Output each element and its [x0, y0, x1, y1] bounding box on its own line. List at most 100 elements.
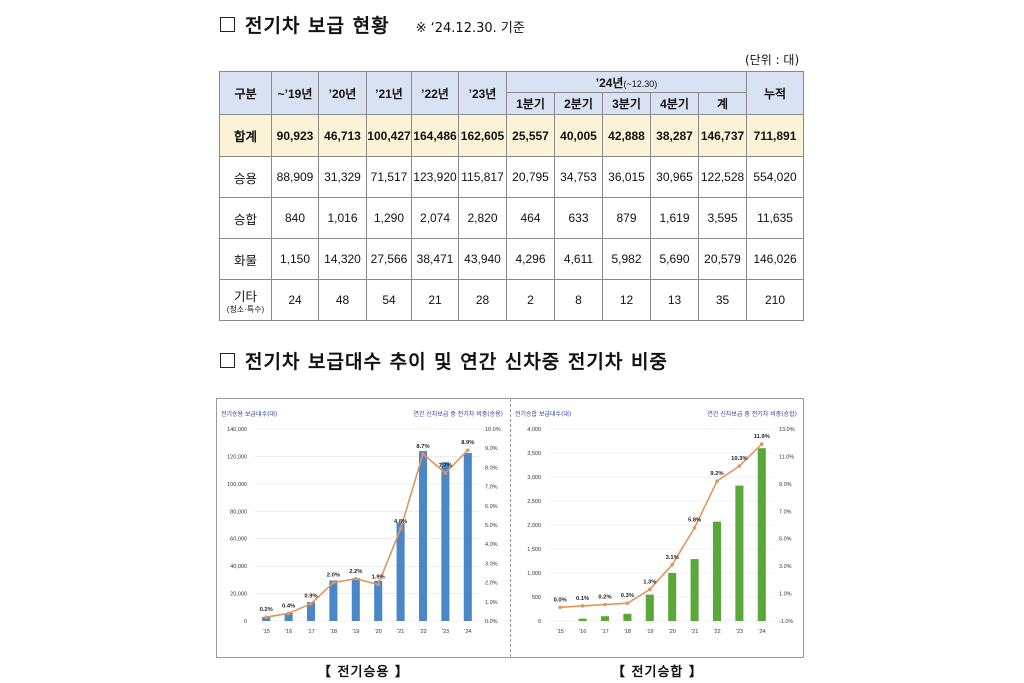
bar [463, 453, 472, 621]
value-cell: 5,982 [602, 238, 651, 280]
header-year: ~’19년 [271, 71, 319, 115]
ratio-point [309, 601, 313, 606]
bar [690, 559, 699, 621]
x-tick-label: ’24 [758, 629, 765, 635]
row-label: 화물 [233, 253, 257, 268]
caption-passenger: 【 전기승용 】 [318, 665, 409, 680]
ratio-label: 5.8% [688, 518, 701, 524]
value-cell: 48 [318, 279, 367, 321]
ratio-point [692, 525, 697, 530]
value-cell: 14,320 [318, 238, 367, 280]
right-axis-title: 연간 신차보급 중 전기차 비중(승합) [707, 411, 797, 418]
left-tick-label: 40,000 [230, 564, 247, 570]
header-cumulative: 누적 [746, 71, 805, 115]
ratio-point [466, 448, 470, 452]
charts-container: 0 20,000 40,000 60,000 80,000 100,000 120,000 1… [216, 398, 804, 658]
value-cell: 122,528 [697, 156, 748, 198]
header-quarter: 4분기 [650, 92, 699, 115]
value-cell: 464 [506, 197, 555, 239]
x-tick-label: ’21 [691, 629, 698, 635]
value-cell: 13 [650, 279, 699, 321]
value-cell: 28 [458, 279, 507, 321]
row-label-cell: 승용 [219, 156, 272, 198]
x-tick-label: ’22 [713, 629, 720, 635]
header-quarter: 1분기 [506, 92, 555, 115]
table-row: 기타 (청소·특수) 24 48 54 21 28 2 8 12 13 35 210 [219, 279, 805, 321]
ratio-point [603, 602, 607, 607]
value-cell: 40,005 [554, 114, 603, 157]
value-cell: 46,713 [318, 114, 367, 157]
x-tick-label: ’18 [624, 629, 631, 635]
value-cell: 12 [602, 279, 651, 321]
table-row: 승용 88,909 31,329 71,517 123,920 115,817 20,795… [219, 156, 805, 198]
ratio-point [760, 442, 764, 446]
value-cell: 115,817 [458, 156, 507, 198]
chart-divider [510, 399, 511, 657]
left-tick-label: 120,000 [227, 454, 247, 460]
right-tick-label: 0.0% [485, 619, 498, 625]
left-tick-label: 2,000 [527, 523, 541, 529]
bar [757, 448, 766, 621]
ratio-label: 0.3% [621, 593, 634, 599]
ratio-point [286, 611, 291, 616]
ratio-point [670, 562, 674, 567]
ratio-line [266, 449, 469, 618]
ratio-label: 0.1% [576, 596, 589, 602]
header-year: ’23년 [458, 71, 507, 115]
value-cell: 1,150 [271, 238, 319, 280]
bar [418, 451, 428, 621]
ratio-label: 0.2% [598, 595, 611, 601]
x-tick-label: ’24 [464, 629, 471, 635]
row-label-cell: 화물 [219, 238, 272, 280]
bar [578, 618, 587, 621]
value-cell: 164,486 [411, 114, 459, 157]
value-cell: 38,287 [650, 114, 699, 157]
value-cell: 4,611 [554, 238, 603, 280]
ratio-line [560, 443, 763, 609]
checkbox-square-icon [220, 17, 235, 32]
section-title: 전기차 보급 현황 [245, 15, 390, 37]
left-tick-label: 20,000 [230, 592, 247, 598]
ratio-point [376, 582, 380, 587]
right-tick-label: 2.0% [485, 581, 498, 587]
ratio-point [737, 464, 742, 468]
ratio-label: 3.1% [666, 555, 679, 561]
value-cell: 24 [271, 279, 319, 321]
chart-svg: 0 500 1,000 1,500 2,000 2,500 3,000 3,500 4,000 -… [527, 427, 795, 635]
value-cell: 34,753 [554, 156, 603, 198]
right-tick-label: 10.0% [485, 427, 501, 433]
value-cell: 162,605 [458, 114, 507, 157]
right-tick-label: 6.0% [485, 504, 498, 510]
ratio-point [354, 576, 358, 581]
value-cell: 2,820 [458, 197, 507, 239]
right-tick-label: 9.0% [779, 482, 792, 488]
right-tick-label: 7.0% [779, 509, 792, 515]
bar [668, 573, 677, 621]
value-cell: 31,329 [318, 156, 367, 198]
value-cell: 2 [506, 279, 555, 321]
x-tick-label: ’17 [307, 629, 314, 635]
right-tick-label: 3.0% [485, 561, 498, 567]
bar [351, 578, 360, 621]
right-tick-label: 13.0% [779, 427, 795, 433]
table-row: 승합 840 1,016 1,290 2,074 2,820 464 633 879 1,619 3… [219, 197, 805, 239]
right-tick-label: 1.0% [779, 592, 792, 598]
ratio-point [398, 527, 403, 531]
right-tick-label: 8.0% [485, 465, 498, 471]
ratio-label: 4.8% [394, 519, 407, 525]
x-tick-label: ’20 [375, 629, 382, 635]
ratio-label: 7.7% [439, 463, 452, 469]
right-axis-title: 연간 신차보급 중 전기차 비중(승용) [413, 411, 503, 418]
left-tick-label: 500 [532, 595, 541, 601]
value-cell: 100,427 [366, 114, 412, 157]
ev-status-table: 구분 ~’19년 ’20년 ’21년 ’22년 ’23년 ’24년(~12.30… [219, 71, 805, 321]
left-tick-label: 4,000 [527, 427, 541, 433]
row-label: 합계 [233, 130, 257, 144]
value-cell: 88,909 [271, 156, 319, 198]
row-label: 기타 [233, 290, 257, 304]
row-label-cell: 기타 (청소·특수) [219, 279, 272, 321]
ratio-point [558, 605, 562, 610]
bar [284, 612, 293, 621]
right-tick-label: 5.0% [485, 523, 498, 529]
table-row: 합계 90,923 46,713 100,427 164,486 162,605 25,55… [219, 114, 805, 157]
